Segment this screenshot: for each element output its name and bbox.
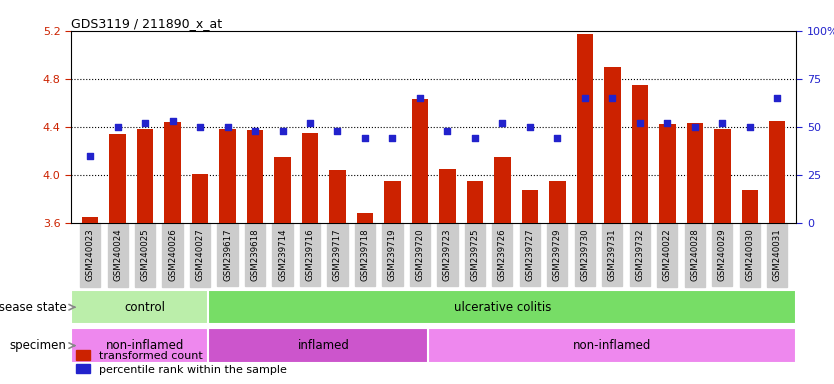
Bar — [741, 190, 758, 223]
Point — [386, 135, 399, 141]
Text: control: control — [124, 301, 166, 314]
Point — [688, 124, 701, 130]
Point — [578, 95, 591, 101]
Point — [83, 152, 97, 159]
Point — [743, 124, 756, 130]
Bar — [247, 130, 264, 223]
Text: inflamed: inflamed — [298, 339, 349, 352]
Bar — [329, 170, 346, 223]
Bar — [219, 129, 236, 223]
Bar — [109, 134, 126, 223]
Bar — [521, 190, 538, 223]
Text: disease state: disease state — [0, 301, 67, 314]
Point — [111, 124, 124, 130]
Point — [331, 127, 344, 134]
Bar — [384, 181, 400, 223]
Text: non-inflamed: non-inflamed — [573, 339, 651, 352]
Point — [605, 95, 619, 101]
Text: GDS3119 / 211890_x_at: GDS3119 / 211890_x_at — [71, 17, 222, 30]
Bar — [208, 328, 440, 363]
Bar — [302, 133, 319, 223]
Point — [495, 120, 509, 126]
Point — [193, 124, 207, 130]
Point — [414, 95, 427, 101]
Point — [276, 127, 289, 134]
Point — [304, 120, 317, 126]
Bar — [467, 181, 483, 223]
Bar — [659, 124, 676, 223]
Bar — [71, 328, 219, 363]
Bar — [82, 217, 98, 223]
Bar — [604, 67, 620, 223]
Bar — [440, 169, 455, 223]
Point — [138, 120, 152, 126]
Point — [633, 120, 646, 126]
Bar — [208, 290, 796, 324]
Bar — [274, 157, 291, 223]
Point — [468, 135, 481, 141]
Bar — [686, 123, 703, 223]
Point — [359, 135, 372, 141]
Point — [221, 124, 234, 130]
Point — [523, 124, 536, 130]
Bar — [576, 34, 593, 223]
Bar — [631, 85, 648, 223]
Bar — [357, 213, 373, 223]
Bar — [714, 129, 731, 223]
Bar — [428, 328, 796, 363]
Bar — [71, 290, 219, 324]
Bar — [549, 181, 565, 223]
Bar — [164, 122, 181, 223]
Legend: transformed count, percentile rank within the sample: transformed count, percentile rank withi… — [77, 350, 287, 375]
Bar — [412, 99, 428, 223]
Point — [661, 120, 674, 126]
Point — [716, 120, 729, 126]
Text: specimen: specimen — [10, 339, 67, 352]
Text: ulcerative colitis: ulcerative colitis — [454, 301, 551, 314]
Bar — [192, 174, 208, 223]
Point — [440, 127, 454, 134]
Bar — [137, 129, 153, 223]
Bar — [769, 121, 786, 223]
Point — [550, 135, 564, 141]
Point — [249, 127, 262, 134]
Point — [771, 95, 784, 101]
Text: non-inflamed: non-inflamed — [106, 339, 184, 352]
Point — [166, 118, 179, 124]
Bar — [494, 157, 510, 223]
